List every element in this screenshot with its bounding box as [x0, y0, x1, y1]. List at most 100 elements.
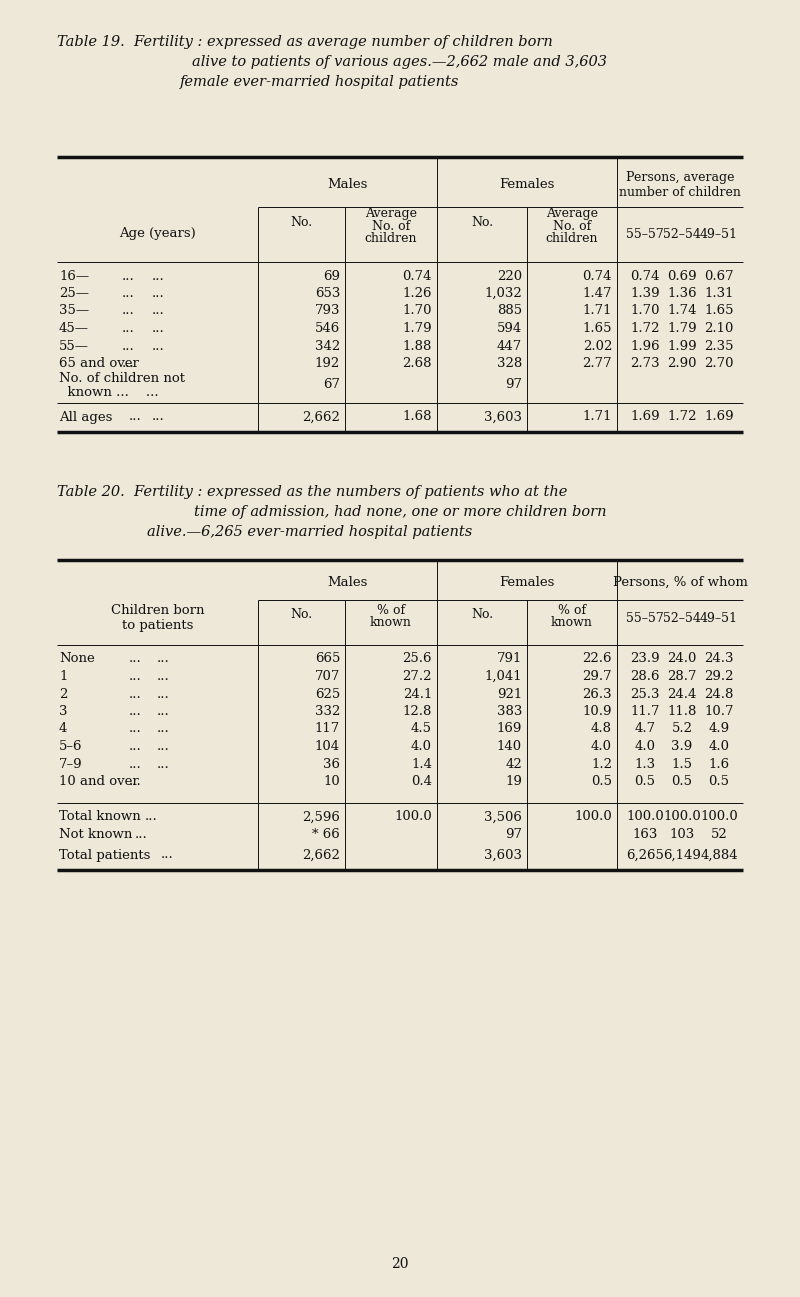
Text: Females: Females [499, 576, 554, 589]
Text: * 66: * 66 [312, 827, 340, 840]
Text: 1.6: 1.6 [709, 757, 730, 770]
Text: 19: 19 [505, 776, 522, 789]
Text: No.: No. [471, 215, 493, 228]
Text: Persons, average: Persons, average [626, 170, 734, 183]
Text: ...: ... [129, 410, 142, 424]
Text: 2.70: 2.70 [704, 357, 734, 370]
Text: 594: 594 [497, 322, 522, 335]
Text: 12.8: 12.8 [402, 706, 432, 719]
Text: None: None [59, 652, 94, 665]
Text: 2,662: 2,662 [302, 848, 340, 861]
Text: ...: ... [152, 305, 165, 318]
Text: 1.79: 1.79 [667, 322, 697, 335]
Text: ...: ... [152, 270, 165, 283]
Text: 1: 1 [59, 671, 67, 684]
Text: 1.36: 1.36 [667, 287, 697, 300]
Text: 546: 546 [314, 322, 340, 335]
Text: 25—: 25— [59, 287, 89, 300]
Text: 0.5: 0.5 [591, 776, 612, 789]
Text: 24.3: 24.3 [704, 652, 734, 665]
Text: ...: ... [122, 287, 134, 300]
Text: 2.68: 2.68 [402, 357, 432, 370]
Text: 793: 793 [314, 305, 340, 318]
Text: ...: ... [157, 687, 170, 700]
Text: Males: Males [327, 576, 368, 589]
Text: ...: ... [152, 322, 165, 335]
Text: 22.6: 22.6 [582, 652, 612, 665]
Text: 0.5: 0.5 [671, 776, 693, 789]
Text: known: known [370, 616, 412, 629]
Text: alive to patients of various ages.—2,662 male and 3,603: alive to patients of various ages.—2,662… [193, 54, 607, 69]
Text: ...: ... [157, 671, 170, 684]
Text: % of: % of [377, 603, 405, 616]
Text: 5–6: 5–6 [59, 741, 82, 754]
Text: ...: ... [129, 671, 142, 684]
Text: ...: ... [129, 776, 142, 789]
Text: 11.8: 11.8 [667, 706, 697, 719]
Text: 1.99: 1.99 [667, 340, 697, 353]
Text: 0.69: 0.69 [667, 270, 697, 283]
Text: 3,603: 3,603 [484, 410, 522, 424]
Text: 100.0: 100.0 [663, 811, 701, 824]
Text: 1.4: 1.4 [411, 757, 432, 770]
Text: 2.35: 2.35 [704, 340, 734, 353]
Text: 2.10: 2.10 [704, 322, 734, 335]
Text: 2.77: 2.77 [582, 357, 612, 370]
Text: time of admission, had none, one or more children born: time of admission, had none, one or more… [194, 505, 606, 519]
Text: 4,884: 4,884 [700, 848, 738, 861]
Text: 4.9: 4.9 [709, 722, 730, 735]
Text: 625: 625 [314, 687, 340, 700]
Text: 1.69: 1.69 [630, 410, 660, 424]
Text: Age (years): Age (years) [119, 227, 196, 240]
Text: 26.3: 26.3 [582, 687, 612, 700]
Text: 55–57: 55–57 [626, 227, 664, 240]
Text: ...: ... [129, 652, 142, 665]
Text: ...: ... [145, 811, 158, 824]
Text: % of: % of [558, 603, 586, 616]
Text: 885: 885 [497, 305, 522, 318]
Text: 2,662: 2,662 [302, 410, 340, 424]
Text: 0.67: 0.67 [704, 270, 734, 283]
Text: 1.71: 1.71 [582, 305, 612, 318]
Text: 52: 52 [710, 827, 727, 840]
Text: ...: ... [129, 757, 142, 770]
Text: Males: Males [327, 179, 368, 192]
Text: No.: No. [471, 608, 493, 621]
Text: 104: 104 [315, 741, 340, 754]
Text: 2.90: 2.90 [667, 357, 697, 370]
Text: 1.26: 1.26 [402, 287, 432, 300]
Text: 342: 342 [314, 340, 340, 353]
Text: 97: 97 [505, 827, 522, 840]
Text: 220: 220 [497, 270, 522, 283]
Text: Table 20.  Fertility : expressed as the numbers of patients who at the: Table 20. Fertility : expressed as the n… [57, 485, 567, 499]
Text: 28.6: 28.6 [630, 671, 660, 684]
Text: 653: 653 [314, 287, 340, 300]
Text: 67: 67 [323, 377, 340, 390]
Text: 169: 169 [497, 722, 522, 735]
Text: 10.9: 10.9 [582, 706, 612, 719]
Text: Not known: Not known [59, 827, 132, 840]
Text: 383: 383 [497, 706, 522, 719]
Text: 1.31: 1.31 [704, 287, 734, 300]
Text: 16—: 16— [59, 270, 89, 283]
Text: Total known: Total known [59, 811, 141, 824]
Text: ...: ... [157, 652, 170, 665]
Text: 23.9: 23.9 [630, 652, 660, 665]
Text: 103: 103 [670, 827, 694, 840]
Text: 52–54: 52–54 [663, 227, 701, 240]
Text: 1,041: 1,041 [484, 671, 522, 684]
Text: 328: 328 [497, 357, 522, 370]
Text: ...: ... [152, 340, 165, 353]
Text: 1.2: 1.2 [591, 757, 612, 770]
Text: 4.8: 4.8 [591, 722, 612, 735]
Text: 100.0: 100.0 [626, 811, 664, 824]
Text: No. of children not: No. of children not [59, 371, 185, 384]
Text: 1.65: 1.65 [704, 305, 734, 318]
Text: 10: 10 [323, 776, 340, 789]
Text: No. of: No. of [372, 219, 410, 232]
Text: 1.70: 1.70 [402, 305, 432, 318]
Text: No. of: No. of [553, 219, 591, 232]
Text: ...: ... [122, 340, 134, 353]
Text: 0.74: 0.74 [402, 270, 432, 283]
Text: 100.0: 100.0 [574, 811, 612, 824]
